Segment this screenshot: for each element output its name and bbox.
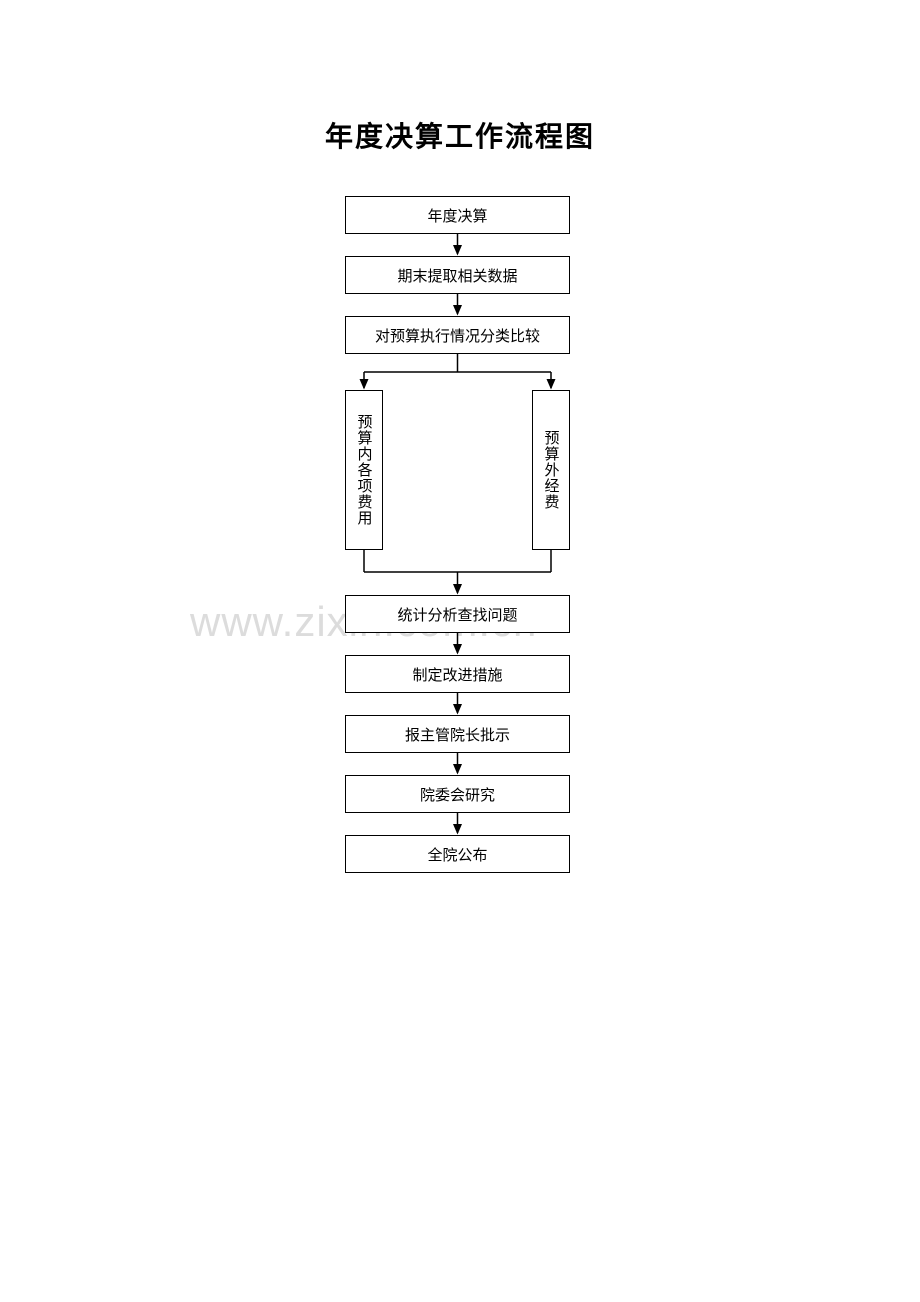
flowchart-connectors (0, 0, 920, 1302)
